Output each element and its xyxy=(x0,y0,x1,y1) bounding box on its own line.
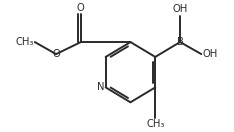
Text: CH₃: CH₃ xyxy=(146,119,165,129)
Text: CH₃: CH₃ xyxy=(15,37,33,47)
Text: N: N xyxy=(97,82,104,92)
Text: OH: OH xyxy=(203,49,218,59)
Text: B: B xyxy=(177,37,183,47)
Text: O: O xyxy=(77,3,85,13)
Text: O: O xyxy=(52,49,60,59)
Text: OH: OH xyxy=(172,4,188,14)
